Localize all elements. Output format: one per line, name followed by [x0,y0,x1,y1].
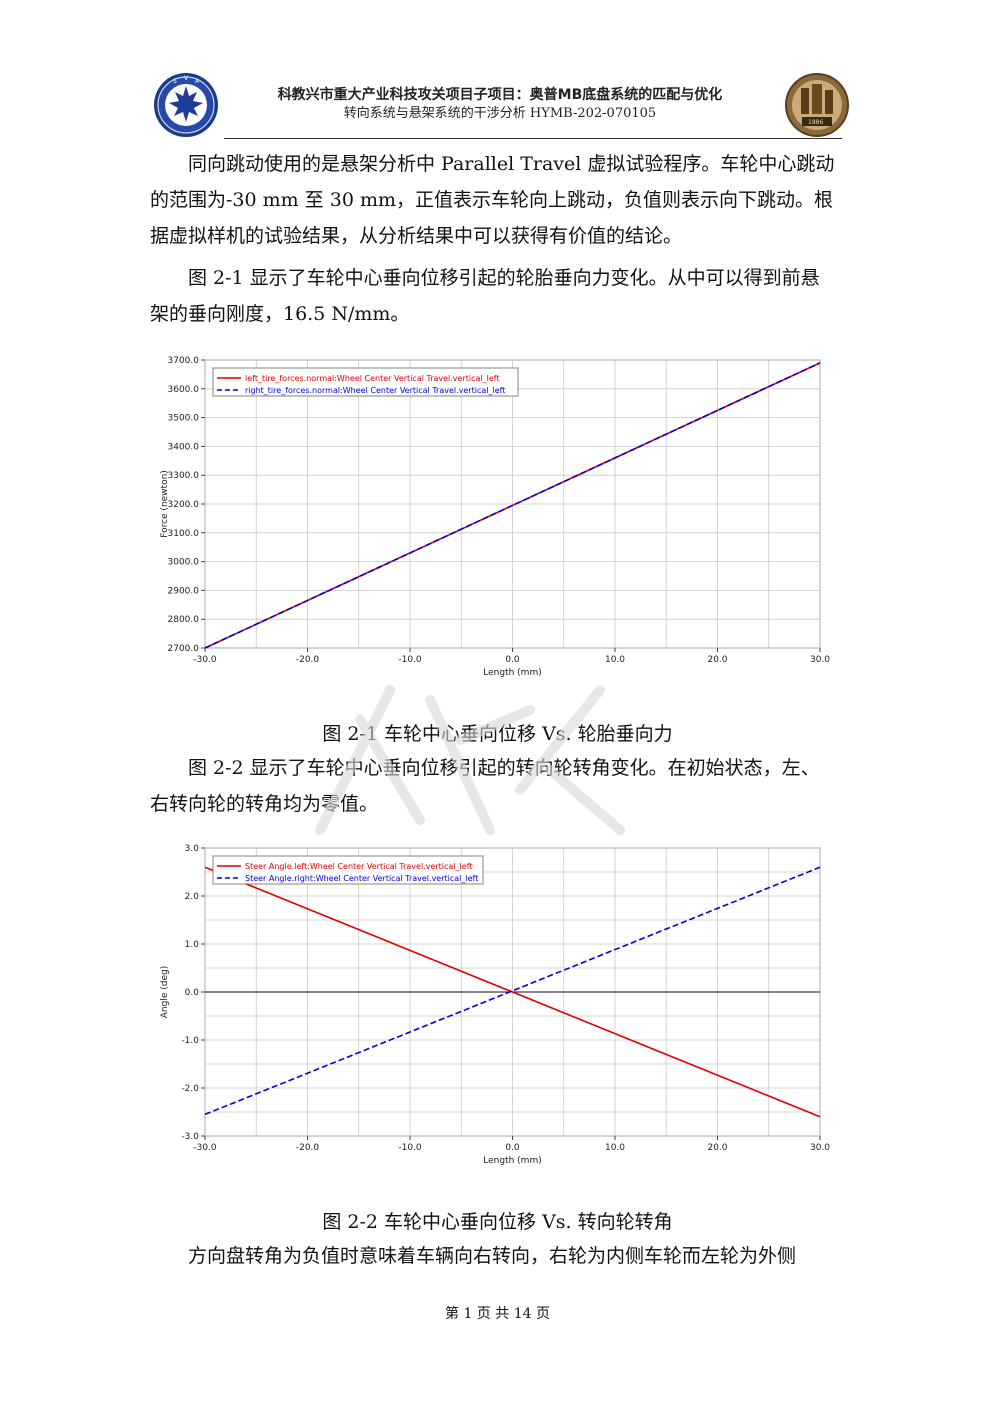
y-tick-label: 1.0 [185,940,200,950]
x-tick-label: 20.0 [707,655,727,665]
y-tick-label: 0.0 [185,988,200,998]
x-axis-label: Length (mm) [483,1156,541,1166]
paragraph-line: 方向盘转角为负值时意味着车辆向右转向，右轮为内侧车轮而左轮为外侧 [188,1245,797,1267]
y-tick-label: -2.0 [181,1084,199,1094]
legend-label-1: Steer Angle.left:Wheel Center Vertical T… [245,862,473,871]
y-tick-label: 3400.0 [168,442,200,452]
series-line-2 [204,362,821,649]
paragraph-line: 右转向轮的转角均为零值。 [150,793,379,815]
x-tick-label: 0.0 [505,655,520,665]
x-tick-label: 0.0 [505,1143,520,1153]
header-title: 科教兴市重大产业科技攻关项目子项目：奥普MB底盘系统的匹配与优化 [277,87,723,103]
y-tick-label: 3600.0 [168,385,200,395]
y-tick-label: 2700.0 [168,644,200,654]
paragraph-1: 同向跳动使用的是悬架分析中 Parallel Travel 虚拟试验程序。车轮中… [150,146,845,254]
svg-text:1886: 1886 [808,119,823,126]
paragraph-2: 图 2-1 显示了车轮中心垂向位移引起的轮胎垂向力变化。从中可以得到前悬 架的垂… [150,260,845,332]
x-tick-label: -20.0 [296,655,320,665]
y-tick-label: 3200.0 [168,500,200,510]
svg-text:A: A [195,78,200,85]
watermark [315,685,625,835]
x-tick-label: 10.0 [605,1143,625,1153]
x-tick-label: 30.0 [810,1143,830,1153]
svg-text:V: V [184,75,189,82]
y-tick-label: -3.0 [181,1132,199,1142]
y-tick-label: 2.0 [185,892,200,902]
left-logo: S V A [154,73,218,137]
svg-text:S: S [173,78,177,85]
legend-label-2: Steer Angle.right:Wheel Center Vertical … [245,874,478,883]
paragraph-line: 据虚拟样机的试验结果，从分析结果中可以获得有价值的结论。 [150,225,683,247]
x-tick-label: -30.0 [193,1143,217,1153]
x-tick-label: -10.0 [398,1143,422,1153]
chart-angle-vs-travel: -30.0 -20.0 -10.0 0.0 10.0 20.0 30.0 -3.0 -2.0 -1… [160,844,830,1166]
x-tick-label: -20.0 [296,1143,320,1153]
y-tick-label: 2800.0 [168,615,200,625]
x-tick-label: 10.0 [605,655,625,665]
header-rule [224,138,842,139]
x-tick-label: 30.0 [810,655,830,665]
y-tick-label: 3.0 [185,844,200,854]
paragraph-line: 的范围为-30 mm 至 30 mm，正值表示车轮向上跳动，负值则表示向下跳动。… [150,189,833,211]
header-subtitle: 转向系统与悬架系统的干涉分析 HYMB-202-070105 [343,106,657,121]
y-tick-label: 3100.0 [168,529,200,539]
chart-force-vs-travel: -30.0 -20.0 -10.0 0.0 10.0 20.0 30.0 2700.0 2800… [160,356,830,678]
paragraph-line: 图 2-1 显示了车轮中心垂向位移引起的轮胎垂向力变化。从中可以得到前悬 [188,267,820,289]
paragraph-line: 同向跳动使用的是悬架分析中 Parallel Travel 虚拟试验程序。车轮中… [188,153,835,175]
y-tick-label: 3700.0 [168,356,200,366]
y-axis-label: Force (newton) [160,470,170,538]
paragraph-4: 方向盘转角为负值时意味着车辆向右转向，右轮为内侧车轮而左轮为外侧 [150,1238,845,1274]
y-axis-label: Angle (deg) [160,966,170,1018]
x-tick-label: -10.0 [398,655,422,665]
legend-box [212,367,519,397]
legend-box [212,855,484,885]
x-tick-label: 20.0 [707,1143,727,1153]
series-line-1 [204,866,821,1118]
right-logo: 1886 [785,73,849,137]
y-tick-label: 2900.0 [168,586,200,596]
y-tick-label: 3500.0 [168,414,200,424]
paragraph-line: 架的垂向刚度，16.5 N/mm。 [150,303,410,325]
y-tick-label: 3000.0 [168,558,200,568]
page-footer: 第 1 页 共 14 页 [445,1306,550,1322]
x-axis-label: Length (mm) [483,668,541,678]
y-tick-label: 3300.0 [168,471,200,481]
series-line-2 [204,866,821,1116]
figure-caption-1: 图 2-1 车轮中心垂向位移 Vs. 轮胎垂向力 [322,723,673,745]
y-tick-label: -1.0 [181,1036,199,1046]
legend-label-2: right_tire_forces.normal:Wheel Center Ve… [245,386,505,395]
x-tick-label: -30.0 [193,655,217,665]
figure-caption-2: 图 2-2 车轮中心垂向位移 Vs. 转向轮转角 [322,1211,673,1233]
legend-label-1: left_tire_forces.normal:Wheel Center Ver… [245,374,500,383]
